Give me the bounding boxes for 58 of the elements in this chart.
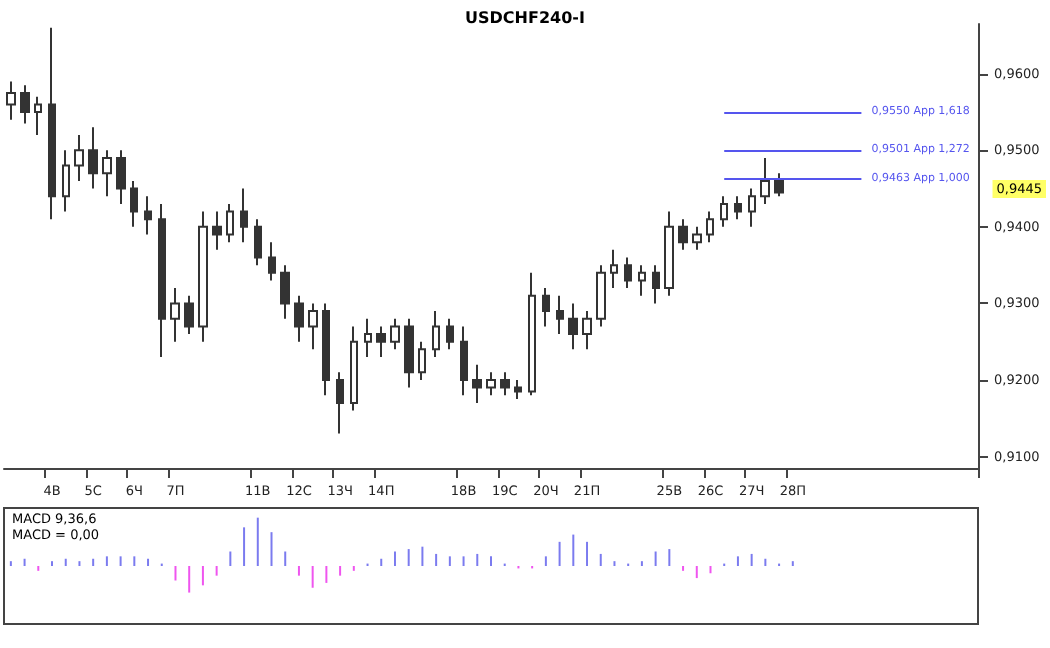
candlestick [418,340,426,381]
candlestick [460,325,468,397]
candlestick [760,156,770,205]
candlestick [34,95,42,136]
candlestick [240,187,248,244]
candlestick [624,256,632,290]
candlestick [144,195,152,236]
candlestick [6,80,16,121]
candlestick [638,264,646,297]
candlestick [610,248,618,290]
candlestick [212,210,222,251]
candlestick [130,179,138,228]
candlestick [62,149,70,213]
candlestick [336,371,344,435]
candlestick [446,317,454,351]
candlestick [364,317,372,358]
candlestick [734,195,742,221]
candlestick [652,264,660,305]
chart-title: USDCHF240-I [465,9,585,27]
candlestick [350,325,358,412]
candlestick [184,294,194,336]
candlestick [74,134,84,182]
candlestick [254,218,262,267]
candlestick [158,202,166,358]
candlestick [528,271,536,397]
candlestick [432,310,440,358]
candlestick [582,310,592,351]
candlestick [542,287,550,328]
candlestick [102,149,112,198]
candlestick [664,210,674,297]
candlestick [774,172,784,198]
candlestick [720,195,728,228]
candlestick [48,26,56,221]
candlestick [514,378,522,401]
candlestick [556,294,564,336]
candlestick [596,264,606,328]
candlestick [568,302,578,351]
candlestick [376,325,386,358]
candlestick [88,126,98,190]
candlestick [404,317,414,389]
candlestick [226,202,234,244]
candlestick [198,210,208,343]
candlestick [294,294,304,343]
candlestick [706,210,714,244]
candlestick [486,371,496,397]
candlestick [308,302,318,351]
candlestick [678,218,688,251]
candlestick [692,225,702,251]
candlestick [268,241,276,282]
candlestick [280,264,290,320]
candlestick [322,302,330,397]
candlestick [500,371,510,397]
candlestick [748,187,756,228]
candlestick [390,317,400,351]
candlestick [170,287,180,343]
candlestick [472,363,482,404]
candlestick [20,84,30,125]
candlestick [116,149,126,205]
